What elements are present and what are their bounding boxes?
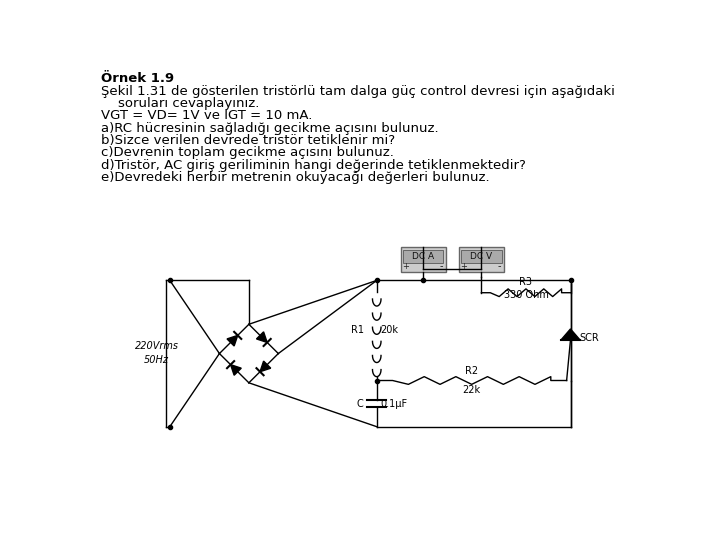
Text: DC V: DC V [470,252,492,261]
Polygon shape [227,335,238,346]
Text: 330 Ohm: 330 Ohm [503,289,549,300]
Text: Örnek 1.9: Örnek 1.9 [101,72,174,85]
FancyBboxPatch shape [401,247,446,272]
Text: e)Devredeki herbir metrenin okuyacağı değerleri bulunuz.: e)Devredeki herbir metrenin okuyacağı de… [101,171,490,184]
Text: d)Tristör, AC giriş geriliminin hangi değerinde tetiklenmektedir?: d)Tristör, AC giriş geriliminin hangi de… [101,159,526,172]
Text: 20k: 20k [381,326,399,335]
Text: 22k: 22k [463,384,481,395]
Text: R2: R2 [465,366,478,376]
Text: a)RC hücresinin sağladığı gecikme açısını bulunuz.: a)RC hücresinin sağladığı gecikme açısın… [101,122,438,135]
Bar [403,249,444,263]
Text: 50Hz: 50Hz [144,355,169,365]
Text: b)Sizce verilen devrede tristör tetiklenir mi?: b)Sizce verilen devrede tristör tetiklen… [101,134,395,147]
Polygon shape [230,364,241,375]
Text: R1: R1 [351,326,364,335]
Text: R3: R3 [519,277,532,287]
Polygon shape [256,332,267,342]
Text: c)Devrenin toplam gecikme açısını bulunuz.: c)Devrenin toplam gecikme açısını bulunu… [101,146,394,159]
Text: +: + [402,262,409,271]
Text: SCR: SCR [580,333,600,343]
Text: -: - [498,261,501,272]
Text: 0.1µF: 0.1µF [381,399,408,409]
Polygon shape [561,329,580,340]
Text: VGT = VD= 1V ve IGT = 10 mA.: VGT = VD= 1V ve IGT = 10 mA. [101,110,312,123]
Text: C: C [356,399,363,409]
Text: +: + [460,262,467,271]
Text: 220Vrms: 220Vrms [135,341,179,351]
Bar [462,249,502,263]
Text: soruları cevaplayınız.: soruları cevaplayınız. [101,97,259,110]
Text: -: - [439,261,443,272]
Polygon shape [260,361,271,372]
Text: Şekil 1.31 de gösterilen tristörlü tam dalga güç control devresi için aşağıdaki: Şekil 1.31 de gösterilen tristörlü tam d… [101,85,615,98]
Text: DC A: DC A [412,252,434,261]
FancyBboxPatch shape [459,247,504,272]
